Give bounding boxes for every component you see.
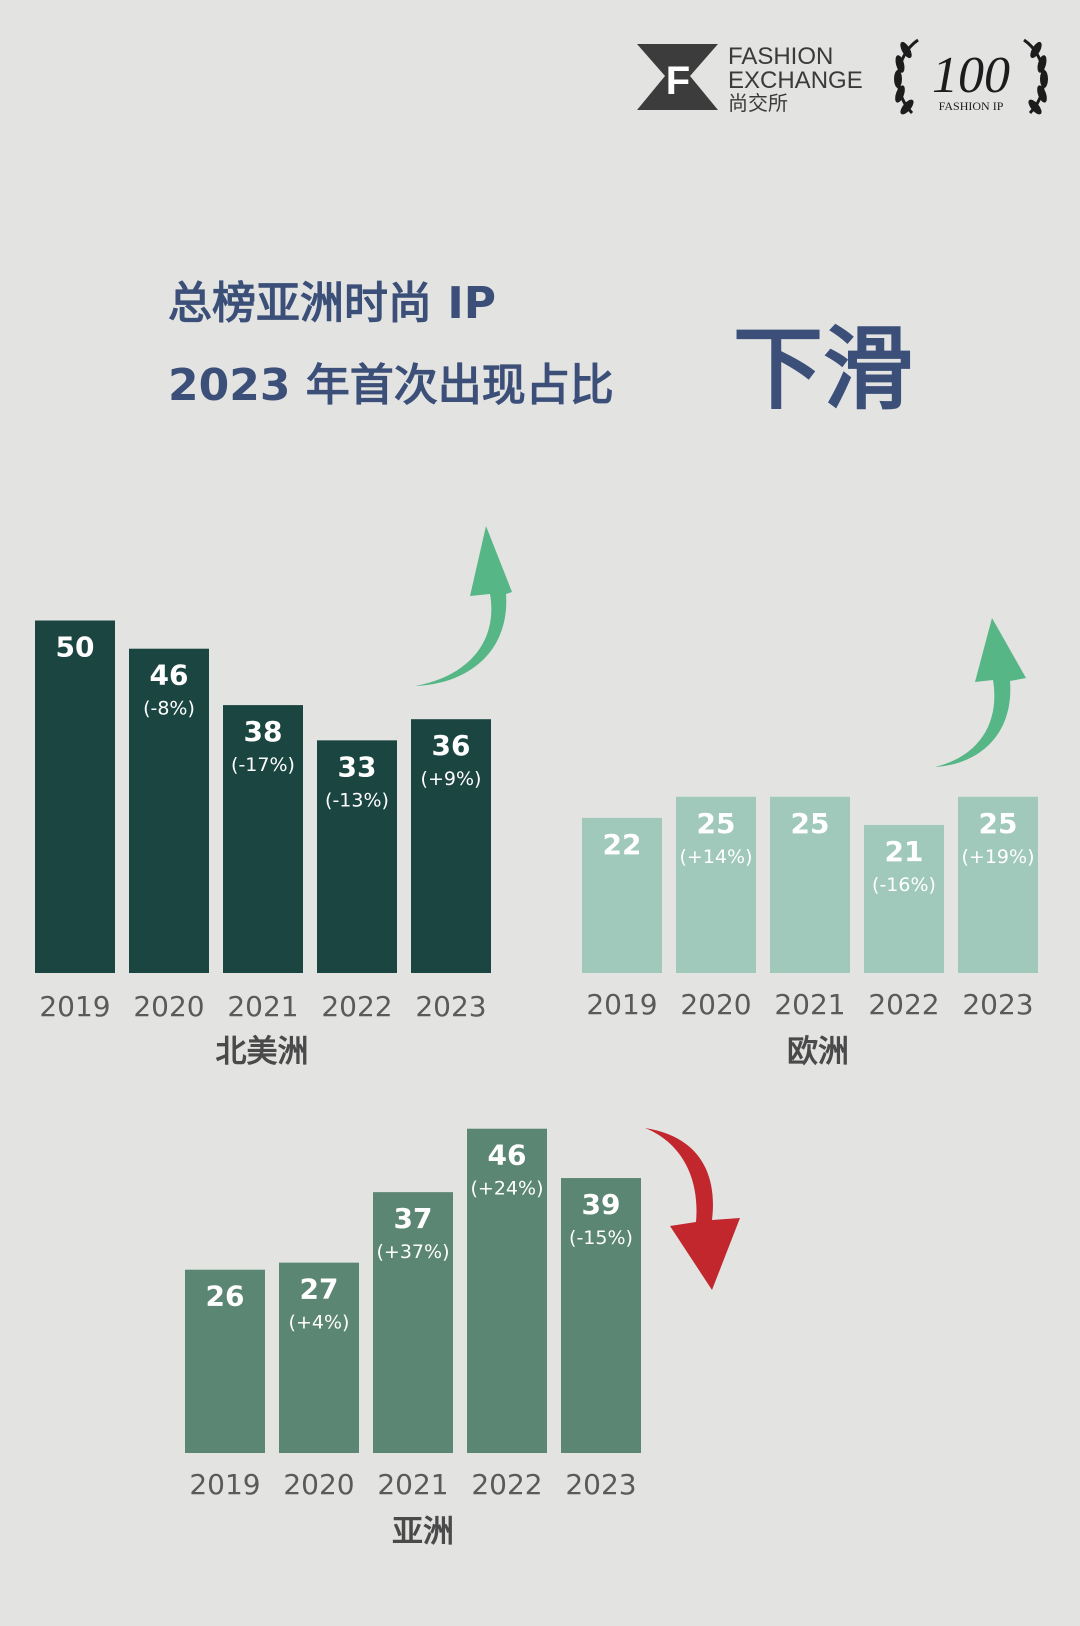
asia-bar-value-2020: 27: [300, 1273, 339, 1306]
europe-tick-2020: 2020: [680, 988, 751, 1021]
north-america-bar-2019: [35, 620, 115, 973]
asia-bar-2020: [279, 1262, 359, 1453]
europe-region-label: 欧洲: [787, 1034, 849, 1070]
north-america-tick-2022: 2022: [321, 990, 392, 1023]
north-america-bar-value-2019: 50: [56, 631, 95, 664]
north-america-region-label: 北美洲: [216, 1034, 309, 1070]
europe-tick-2023: 2023: [962, 988, 1033, 1021]
north-america-bar-value-2021: 38: [244, 715, 283, 748]
asia-bar-change-2020: (+4%): [289, 1312, 350, 1334]
asia-bar-value-2023: 39: [582, 1188, 621, 1221]
headline-line-2: 2023 年首次出现占比: [168, 360, 614, 411]
europe-bar-value-2019: 22: [603, 828, 642, 861]
seal-number: 100: [932, 47, 1010, 104]
europe-bar-value-2021: 25: [791, 807, 830, 840]
logo-mark-icon: [637, 44, 718, 110]
north-america-bar-change-2022: (-13%): [325, 789, 389, 811]
logo-line-chinese: 尚交所: [728, 92, 788, 115]
asia-bar-2021: [373, 1192, 453, 1453]
asia-bar-change-2022: (+24%): [471, 1178, 544, 1200]
north-america-tick-2021: 2021: [227, 990, 298, 1023]
north-america-tick-2023: 2023: [415, 990, 486, 1023]
europe-bar-value-2022: 21: [885, 835, 924, 868]
north-america-tick-2019: 2019: [39, 990, 110, 1023]
logo-line-fashion: FASHION: [728, 43, 833, 70]
europe-tick-2022: 2022: [868, 988, 939, 1021]
europe-bar-change-2023: (+19%): [962, 846, 1035, 868]
laurel-right-icon: [1023, 38, 1048, 115]
asia-tick-2022: 2022: [471, 1468, 542, 1501]
europe-bar-2020: [676, 796, 756, 973]
north-america-bar-change-2021: (-17%): [231, 754, 295, 776]
asia-bar-change-2023: (-15%): [569, 1227, 633, 1249]
headline-line-1: 总榜亚洲时尚 IP: [168, 278, 496, 329]
europe-bar-2022: [864, 824, 944, 973]
north-america-bar-2023: [411, 719, 491, 973]
fashion-exchange-logo: F FASHION EXCHANGE 尚交所: [637, 43, 863, 115]
north-america-up-arrow-icon: [415, 526, 512, 686]
europe-chart: 22 2019 25 (+14%) 2020 25 2021 21 (-16%) 2022 25 (+…: [582, 796, 1038, 1070]
logo-letter: F: [666, 59, 690, 103]
north-america-bar-2021: [223, 705, 303, 973]
north-america-bar-value-2022: 33: [338, 750, 377, 783]
north-america-bar-value-2023: 36: [432, 729, 471, 762]
europe-bar-change-2020: (+14%): [680, 846, 753, 868]
fashion-ip-100-seal: 100 FASHION IP: [894, 38, 1048, 115]
north-america-bar-2022: [317, 740, 397, 973]
europe-bar-2023: [958, 796, 1038, 973]
north-america-chart: 50 2019 46 (-8%) 2020 38 (-17%) 2021 33 (-13%) 202…: [35, 620, 491, 1070]
asia-down-arrow-icon: [645, 1128, 740, 1290]
asia-tick-2019: 2019: [189, 1468, 260, 1501]
north-america-bar-2020: [129, 648, 209, 973]
asia-bar-change-2021: (+37%): [377, 1241, 450, 1263]
asia-chart: 26 2019 27 (+4%) 2020 37 (+37%) 2021 46 (+24%) 202…: [185, 1128, 641, 1550]
asia-bar-2019: [185, 1269, 265, 1453]
headline-emphasis: 下滑: [733, 317, 913, 422]
asia-bar-value-2022: 46: [488, 1139, 527, 1172]
north-america-bar-change-2023: (+9%): [421, 768, 482, 790]
north-america-bar-change-2020: (-8%): [143, 698, 195, 720]
europe-up-arrow-icon: [935, 618, 1026, 767]
europe-tick-2019: 2019: [586, 988, 657, 1021]
asia-bar-2023: [561, 1178, 641, 1453]
europe-bar-2019: [582, 817, 662, 973]
asia-tick-2020: 2020: [283, 1468, 354, 1501]
logo-line-exchange: EXCHANGE: [728, 67, 863, 94]
europe-bar-2021: [770, 796, 850, 973]
asia-region-label: 亚洲: [392, 1514, 454, 1550]
seal-caption: FASHION IP: [939, 99, 1004, 113]
asia-tick-2023: 2023: [565, 1468, 636, 1501]
asia-bar-value-2019: 26: [206, 1280, 245, 1313]
north-america-tick-2020: 2020: [133, 990, 204, 1023]
north-america-bar-value-2020: 46: [150, 659, 189, 692]
europe-tick-2021: 2021: [774, 988, 845, 1021]
asia-bar-value-2021: 37: [394, 1202, 433, 1235]
europe-bar-change-2022: (-16%): [872, 874, 936, 896]
asia-tick-2021: 2021: [377, 1468, 448, 1501]
laurel-left-icon: [894, 38, 919, 115]
europe-bar-value-2020: 25: [697, 807, 736, 840]
europe-bar-value-2023: 25: [979, 807, 1018, 840]
asia-bar-2022: [467, 1128, 547, 1453]
